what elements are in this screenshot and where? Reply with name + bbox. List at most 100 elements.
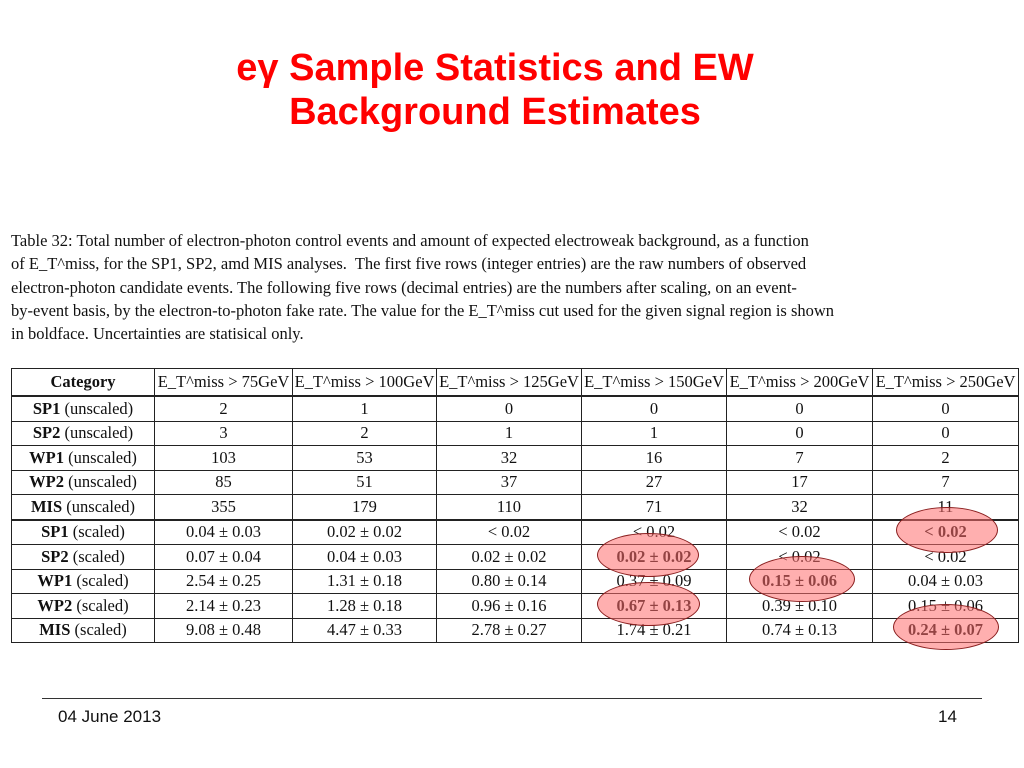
- table-cell: 0.02 ± 0.02: [292, 518, 437, 545]
- table-cell: 0.04 ± 0.03: [292, 544, 437, 570]
- row-name: MIS: [30, 496, 63, 516]
- table-cell: 7: [726, 445, 873, 471]
- column-header: E_T^miss > 150GeV: [581, 368, 727, 397]
- row-qualifier: (unscaled): [64, 447, 137, 467]
- page-number: 14: [938, 707, 957, 726]
- row-qualifier: (scaled): [68, 522, 125, 542]
- table-cell: 9.08 ± 0.48: [154, 617, 293, 643]
- table-cell: 17: [726, 469, 873, 495]
- row-name: WP1: [37, 571, 73, 591]
- column-header: E_T^miss > 200GeV: [726, 368, 873, 397]
- footer-divider: [42, 698, 982, 699]
- table-cell: 2.54 ± 0.25: [154, 568, 293, 594]
- title-line-2: Background Estimates: [289, 91, 701, 133]
- table-cell: < 0.02: [726, 544, 873, 570]
- row-qualifier: (unscaled): [60, 398, 134, 418]
- column-header: E_T^miss > 100GeV: [292, 368, 437, 397]
- table-cell: < 0.02: [872, 544, 1019, 570]
- table-cell: 2: [154, 395, 293, 422]
- caption-line-5: in boldface. Uncertainties are statisica…: [11, 324, 304, 344]
- table-cell: 51: [292, 469, 437, 495]
- table-row: WP2 (scaled) 2.14 ± 0.23 1.28 ± 0.18 0.96 ±…: [11, 593, 1019, 619]
- slide-title: eγ Sample Statistics and EW Background E…: [0, 46, 990, 134]
- table-cell: 4.47 ± 0.33: [292, 617, 437, 643]
- table-cell: 0: [872, 395, 1019, 422]
- row-qualifier: (scaled): [72, 595, 129, 615]
- row-name: WP1: [29, 447, 64, 467]
- table-cell: 0: [726, 420, 873, 446]
- table-cell: 0.39 ± 0.10: [726, 593, 873, 619]
- row-category: WP1 (unscaled): [11, 445, 155, 471]
- table-cell: 32: [436, 445, 582, 471]
- table-cell: 0.24 ± 0.07: [872, 617, 1019, 643]
- caption-line-4: by-event basis, by the electron-to-photo…: [11, 300, 835, 320]
- table-cell: 0.15 ± 0.06: [726, 568, 873, 594]
- table-row: MIS (scaled) 9.08 ± 0.48 4.47 ± 0.33 2.78 ±…: [11, 617, 1019, 643]
- table-cell: 1.31 ± 0.18: [292, 568, 437, 594]
- table-cell: 1: [581, 420, 727, 446]
- title-line-1: eγ Sample Statistics and EW: [236, 47, 754, 89]
- column-header: E_T^miss > 75GeV: [154, 368, 293, 397]
- table-cell: 0: [872, 420, 1019, 446]
- column-header: E_T^miss > 125GeV: [436, 368, 582, 397]
- table-row: MIS (unscaled) 355 179 110 71 32 11: [11, 494, 1019, 521]
- caption-line-1: Table 32: Total number of electron-photo…: [11, 231, 809, 250]
- table-cell: < 0.02: [436, 518, 582, 545]
- table-cell: 0.02 ± 0.02: [436, 544, 582, 570]
- header-row: Category E_T^miss > 75GeV E_T^miss > 100…: [11, 368, 1019, 397]
- table-cell: 2: [292, 420, 437, 446]
- row-category: MIS (unscaled): [11, 494, 155, 521]
- table-cell: 85: [154, 469, 293, 495]
- table-cell: 0.04 ± 0.03: [154, 518, 293, 545]
- table-cell: 11: [872, 494, 1019, 521]
- table-cell: 0.15 ± 0.06: [872, 593, 1019, 619]
- row-category: SP1 (scaled): [11, 518, 155, 545]
- table-cell: 0: [436, 395, 582, 422]
- row-qualifier: (unscaled): [62, 496, 135, 516]
- table-row: WP1 (scaled) 2.54 ± 0.25 1.31 ± 0.18 0.80 ±…: [11, 568, 1019, 594]
- table-cell: 2: [872, 445, 1019, 471]
- statistics-table: Category E_T^miss > 75GeV E_T^miss > 100…: [11, 368, 1019, 643]
- row-qualifier: (scaled): [70, 620, 127, 640]
- row-qualifier: (scaled): [72, 571, 129, 591]
- table-cell: 0.80 ± 0.14: [436, 568, 582, 594]
- table-cell: 103: [154, 445, 293, 471]
- row-qualifier: (unscaled): [60, 423, 134, 443]
- table-cell: 16: [581, 445, 727, 471]
- row-category: SP2 (scaled): [11, 544, 155, 570]
- table-cell: < 0.02: [726, 518, 873, 545]
- table-cell: 1: [436, 420, 582, 446]
- table-cell: 179: [292, 494, 437, 521]
- row-name: SP1: [32, 398, 61, 418]
- table-cell: 0: [581, 395, 727, 422]
- column-header: E_T^miss > 250GeV: [872, 368, 1019, 397]
- table-row: WP2 (unscaled) 85 51 37 27 17 7: [11, 469, 1019, 495]
- table-cell: 2.14 ± 0.23: [154, 593, 293, 619]
- table-cell: 0.07 ± 0.04: [154, 544, 293, 570]
- row-name: SP2: [32, 423, 61, 443]
- row-qualifier: (unscaled): [64, 472, 137, 492]
- table-cell: 3: [154, 420, 293, 446]
- table-row: SP2 (unscaled) 3 2 1 1 0 0: [11, 420, 1019, 446]
- table-row: WP1 (unscaled) 103 53 32 16 7 2: [11, 445, 1019, 471]
- table-cell: 355: [154, 494, 293, 521]
- row-name: SP2: [41, 546, 69, 566]
- row-qualifier: (scaled): [68, 546, 125, 566]
- row-category: WP1 (scaled): [11, 568, 155, 594]
- table-cell: < 0.02: [872, 518, 1019, 545]
- table-cell: 37: [436, 469, 582, 495]
- table-cell: 0.67 ± 0.13: [581, 593, 727, 619]
- table-cell: 0: [726, 395, 873, 422]
- table-cell: 0.02 ± 0.02: [581, 544, 727, 570]
- row-category: SP1 (unscaled): [11, 395, 155, 422]
- caption-line-2: of E_T^miss, for the SP1, SP2, amd MIS a…: [11, 254, 807, 274]
- table-cell: 0.37 ± 0.09: [581, 568, 727, 594]
- unscaled-rows: SP1 (unscaled) 2 1 0 0 0 0 SP2 (unscaled) 3 2 1 1 0 0…: [11, 395, 1019, 521]
- table-caption: Table 32: Total number of electron-photo…: [11, 229, 917, 345]
- table-cell: 32: [726, 494, 873, 521]
- row-category: SP2 (unscaled): [11, 420, 155, 446]
- table-cell: 1.74 ± 0.21: [581, 617, 727, 643]
- table-cell: 2.78 ± 0.27: [436, 617, 582, 643]
- table-cell: 1: [292, 395, 437, 422]
- table-row: SP2 (scaled) 0.07 ± 0.04 0.04 ± 0.03 0.02 ±…: [11, 544, 1019, 570]
